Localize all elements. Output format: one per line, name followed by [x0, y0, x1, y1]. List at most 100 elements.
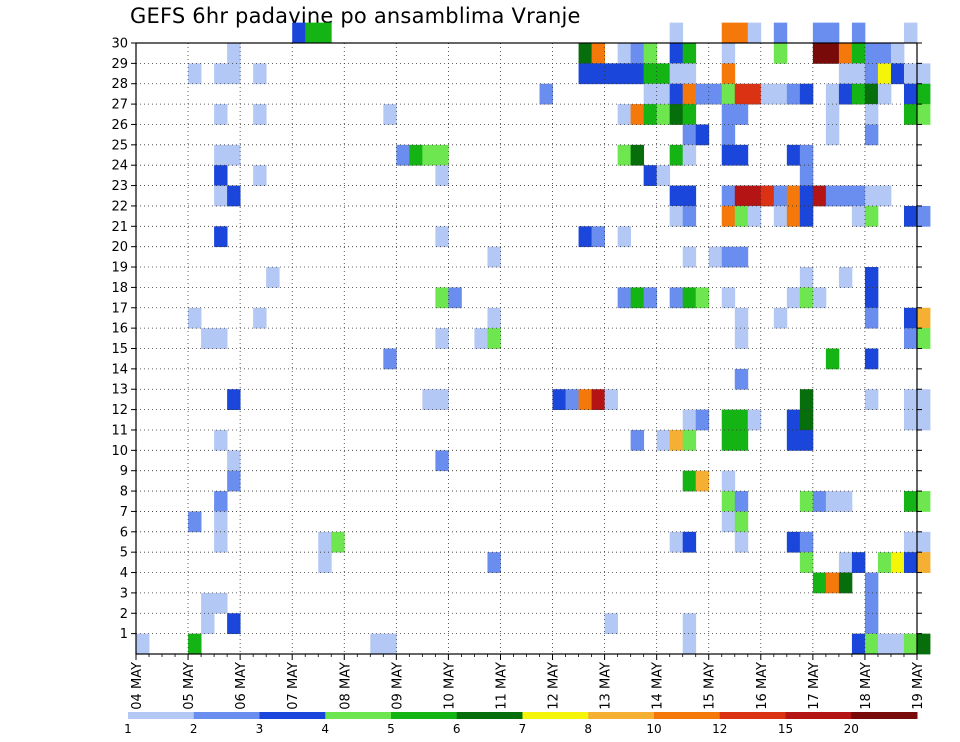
- heatmap-cell: [669, 104, 684, 125]
- heatmap-cell: [669, 22, 684, 44]
- heatmap-cell: [708, 246, 723, 268]
- heatmap-cell: [838, 491, 853, 512]
- heatmap-cell: [266, 267, 280, 288]
- legend-label: 6: [453, 722, 461, 736]
- heatmap-cell: [721, 144, 736, 166]
- y-tick-label: 11: [111, 423, 128, 438]
- heatmap-cell: [903, 409, 918, 431]
- heatmap-cell: [864, 267, 879, 288]
- heatmap-cell: [656, 63, 671, 85]
- heatmap-cell: [851, 83, 866, 105]
- heatmap-cell: [734, 368, 749, 390]
- y-tick-label: 10: [111, 444, 128, 459]
- heatmap-cell: [917, 491, 931, 512]
- heatmap-cell: [917, 531, 931, 553]
- heatmap-cell: [877, 185, 892, 207]
- legend-swatch: [325, 712, 392, 719]
- heatmap-cell: [422, 144, 436, 166]
- heatmap-cell: [903, 491, 918, 512]
- legend-swatch: [391, 712, 458, 719]
- heatmap-cell: [214, 104, 228, 125]
- heatmap-cell: [253, 165, 267, 186]
- heatmap-cell: [487, 307, 501, 329]
- x-tick-label: 04 MAY: [130, 662, 145, 710]
- y-tick-label: 23: [111, 179, 128, 194]
- heatmap-cell: [695, 83, 710, 105]
- heatmap-cell: [188, 63, 202, 85]
- heatmap-cell: [227, 63, 241, 85]
- heatmap-cell: [812, 22, 827, 44]
- y-tick-label: 30: [111, 37, 128, 52]
- heatmap-cell: [435, 389, 449, 410]
- heatmap-cell: [851, 205, 866, 227]
- x-tick-label: 10 MAY: [442, 662, 457, 710]
- x-tick-label: 17 MAY: [807, 662, 822, 710]
- heatmap-cell: [578, 63, 592, 85]
- heatmap-cell: [214, 592, 228, 614]
- heatmap-cell: [669, 83, 684, 105]
- heatmap-cell: [773, 205, 788, 227]
- heatmap-cell: [591, 389, 605, 410]
- legend-swatch: [785, 712, 852, 719]
- heatmap-cell: [877, 83, 892, 105]
- heatmap-cell: [864, 572, 879, 594]
- heatmap-cell: [903, 552, 918, 573]
- heatmap-cell: [799, 165, 814, 186]
- y-tick-label: 7: [120, 505, 128, 520]
- heatmap-cell: [838, 63, 853, 85]
- heatmap-cell: [721, 491, 736, 512]
- heatmap-cell: [201, 613, 215, 635]
- y-tick-label: 6: [120, 525, 128, 540]
- heatmap-cell: [721, 287, 736, 309]
- heatmap-cell: [838, 43, 853, 64]
- heatmap-cell: [799, 389, 814, 410]
- heatmap-cell: [682, 185, 697, 207]
- heatmap-cell: [877, 552, 892, 573]
- heatmap-cell: [734, 83, 749, 105]
- heatmap-cell: [864, 613, 879, 635]
- heatmap-cell: [851, 552, 866, 573]
- heatmap-cell: [773, 83, 788, 105]
- heatmap-cell: [917, 328, 931, 349]
- y-tick-label: 22: [111, 199, 128, 214]
- heatmap-cell: [214, 328, 228, 349]
- y-tick-label: 5: [120, 546, 128, 561]
- legend-swatch: [588, 712, 655, 719]
- heatmap-cell: [903, 22, 918, 44]
- heatmap-cell: [656, 83, 671, 105]
- heatmap-cell: [864, 63, 879, 85]
- heatmap-cell: [825, 83, 840, 105]
- heatmap-cell: [214, 491, 228, 512]
- heatmap-cell: [734, 491, 749, 512]
- heatmap-cell: [682, 613, 697, 635]
- heatmap-cell: [851, 43, 866, 64]
- heatmap-cell: [734, 144, 749, 166]
- heatmap-cell: [864, 633, 879, 655]
- heatmap-cell: [708, 83, 723, 105]
- heatmap-cell: [682, 429, 697, 451]
- heatmap-cell: [370, 633, 384, 655]
- heatmap-cell: [253, 63, 267, 85]
- heatmap-cell: [448, 287, 462, 309]
- heatmap-cell: [721, 63, 736, 85]
- heatmap-cell: [799, 205, 814, 227]
- heatmap-cell: [669, 43, 684, 64]
- heatmap-cell: [695, 409, 710, 431]
- heatmap-cell: [643, 287, 658, 309]
- heatmap-cell: [890, 633, 905, 655]
- heatmap-cell: [864, 389, 879, 410]
- y-tick-label: 1: [120, 627, 128, 642]
- heatmap-cell: [695, 124, 710, 146]
- heatmap-cell: [812, 43, 827, 64]
- heatmap-cell: [773, 307, 788, 329]
- heatmap-cell: [812, 491, 827, 512]
- heatmap-cell: [318, 531, 332, 553]
- heatmap-cell: [812, 287, 827, 309]
- heatmap-cell: [864, 83, 879, 105]
- heatmap-cell: [669, 429, 684, 451]
- x-tick-label: 14 MAY: [651, 662, 666, 710]
- y-tick-label: 17: [111, 301, 128, 316]
- x-tick-label: 05 MAY: [182, 662, 197, 710]
- heatmap-cell: [591, 63, 605, 85]
- heatmap-cell: [786, 83, 801, 105]
